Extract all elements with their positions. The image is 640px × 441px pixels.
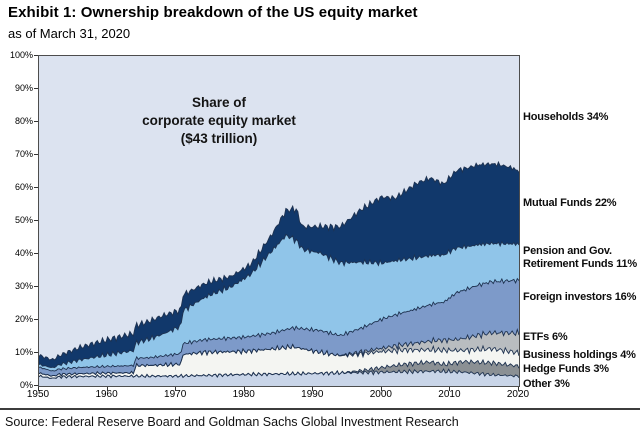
divider-line [0,408,640,410]
boundary-mutual_funds [39,160,519,361]
x-axis-label: 2000 [369,389,392,400]
source-note: Source: Federal Reserve Board and Goldma… [5,415,459,429]
y-axis-label: 70% [14,149,33,159]
y-axis-label: 50% [14,215,33,225]
x-axis-label: 2010 [438,389,461,400]
y-axis-label: 10% [14,347,33,357]
y-axis-tick [34,187,38,188]
series-label-etfs: ETFs 6% [523,330,568,343]
y-axis-label: 0% [19,380,33,390]
x-axis-tick [312,386,314,391]
series-label-other: Other 3% [523,377,570,390]
chart-annotation: Share of corporate equity market ($43 tr… [142,95,296,146]
y-axis-tick [34,220,38,221]
band-business_holdings [39,344,519,379]
y-axis-tick [34,286,38,287]
plot-area: Share of corporate equity market ($43 tr… [38,55,520,387]
x-axis-label: 2020 [506,389,530,400]
y-axis-tick [34,121,38,122]
boundary-hedge_funds [39,358,519,379]
y-axis-tick [34,319,38,320]
series-label-mutual: Mutual Funds 22% [523,197,617,209]
y-axis-tick [34,88,38,89]
y-axis-tick [34,55,38,56]
series-labels: Households 34% Mutual Funds 22% Pension an… [523,55,640,390]
x-axis-tick [175,386,177,391]
x-axis-label: 1990 [301,389,324,400]
x-axis-tick [518,386,519,391]
series-label-business: Business holdings 4% [523,348,636,361]
x-axis-tick [243,386,245,391]
x-axis-tick [106,386,108,391]
x-axis-tick [449,386,451,391]
series-label-households: Households 34% [523,111,609,124]
page-title: Exhibit 1: Ownership breakdown of the US… [8,4,418,21]
stacked-area-chart [39,160,519,386]
y-axis-tick [34,385,38,386]
x-axis-tick [380,386,382,391]
band-pension_gov_retirement [39,234,519,371]
series-label-hedge: Hedge Funds 3% [523,362,609,375]
y-axis-label: 40% [14,248,33,258]
y-axis-tick [34,154,38,155]
x-axis-label: 1950 [26,389,50,400]
band-hedge_funds [39,359,519,379]
x-axis-label: 1980 [232,389,255,400]
y-axis-label: 100% [9,50,33,60]
x-axis-label: 1960 [95,389,118,400]
page-subtitle: as of March 31, 2020 [8,26,131,41]
y-axis-tick [34,352,38,353]
x-axis-label: 1970 [164,389,187,400]
series-label-foreign: Foreign investors 16% [523,291,637,304]
boundary-etfs [39,327,519,377]
y-axis-label: 30% [14,281,33,291]
boundary-foreign_investors [39,277,519,372]
y-axis-label: 20% [14,314,33,324]
series-label-pension: Pension and Gov. Retirement Funds 11% [523,244,637,270]
y-axis-label: 60% [14,182,33,192]
y-axis-label: 90% [14,83,33,93]
band-other [39,369,519,386]
x-axis-tick [38,386,39,391]
y-axis-label: 80% [14,116,33,126]
y-axis-tick [34,253,38,254]
boundary-pension_gov_retirement [39,233,519,369]
